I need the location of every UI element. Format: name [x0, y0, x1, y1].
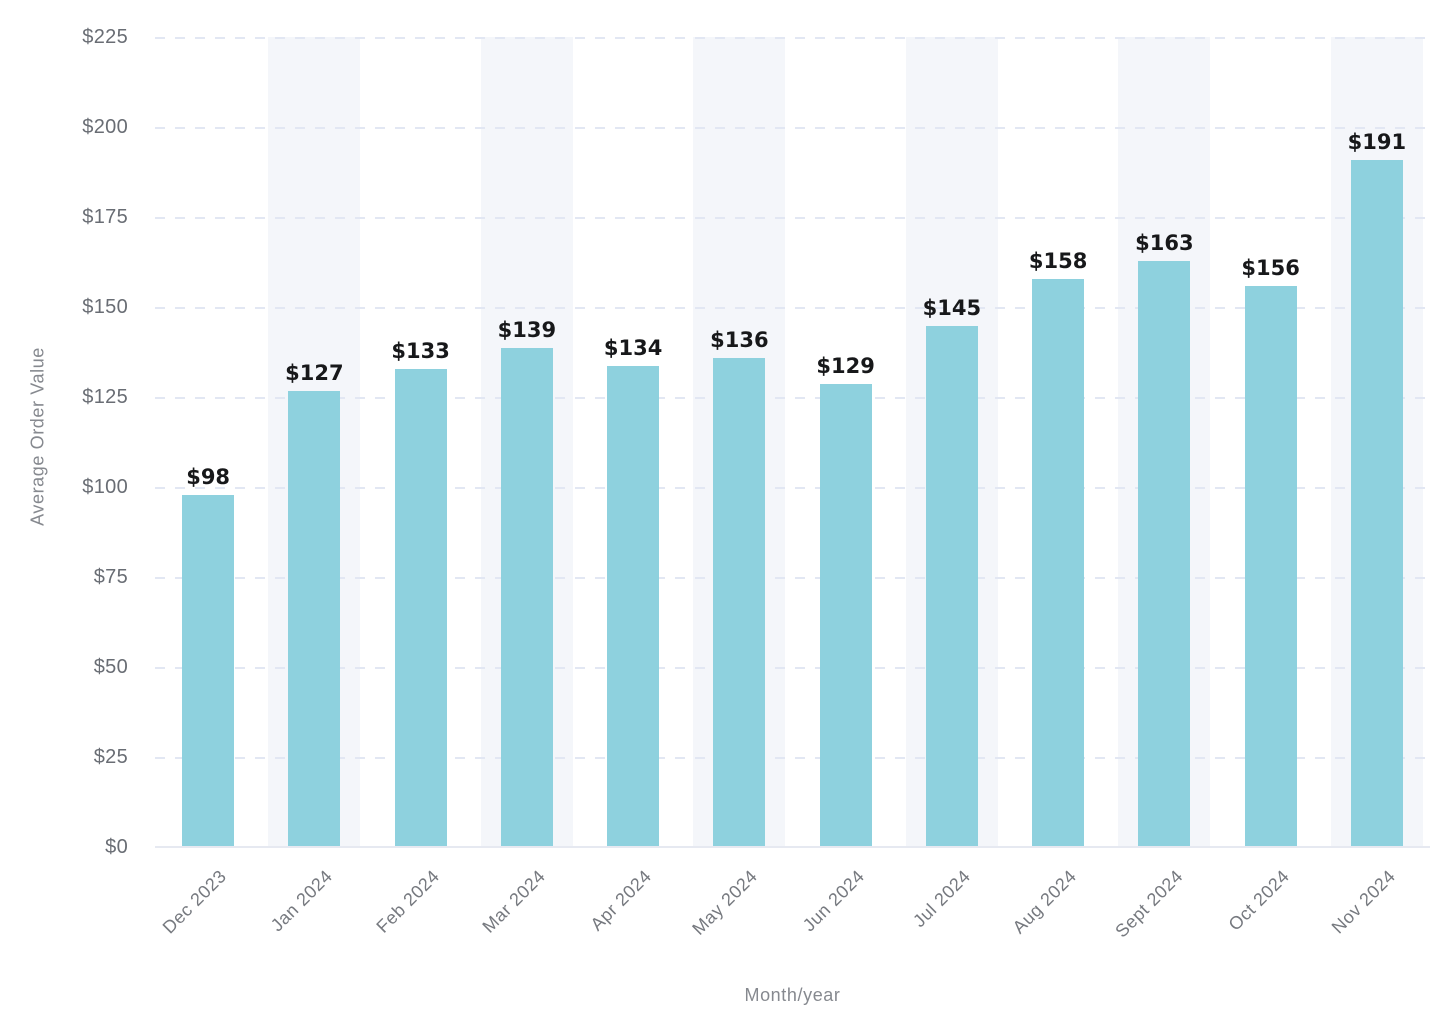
- bar-value-label: $163: [1135, 231, 1194, 256]
- x-tick-label-text: May 2024: [688, 866, 762, 939]
- y-tick-label: $225: [82, 26, 128, 48]
- x-tick-label-text: Jan 2024: [267, 866, 337, 936]
- bar-value-label: $129: [816, 353, 875, 378]
- x-tick-label-text: Apr 2024: [586, 866, 656, 935]
- x-tick-label-text: Sept 2024: [1111, 866, 1187, 942]
- x-tick-label-text: Nov 2024: [1327, 866, 1400, 938]
- bar-value-label: $133: [391, 339, 450, 364]
- gridline: [155, 307, 1430, 309]
- gridline: [155, 577, 1430, 579]
- bar-value-label: $158: [1028, 249, 1088, 274]
- bar-value-label: $145: [922, 296, 982, 320]
- y-tick-label: $125: [82, 386, 128, 408]
- bar: [713, 358, 766, 846]
- y-tick-label: $150: [82, 296, 128, 318]
- y-tick-label: $50: [93, 656, 128, 678]
- bar: [288, 390, 341, 846]
- gridline: [155, 487, 1430, 489]
- y-axis-tick-labels: $0 $25 $50 $75 $100 $125 $150 $175 $200 $225: [0, 0, 128, 1030]
- x-tick-label-text: Feb 2024: [372, 866, 443, 937]
- x-axis-line: [155, 846, 1430, 848]
- bar: [1350, 160, 1403, 846]
- x-tick-label-text: Dec 2023: [158, 866, 231, 938]
- bar: [394, 369, 447, 846]
- y-tick-label: $175: [82, 206, 128, 228]
- x-tick-label-text: Jul 2024: [908, 866, 975, 932]
- gridline: [155, 217, 1430, 219]
- bar: [1032, 279, 1085, 846]
- bar-value-label: $98: [186, 465, 231, 490]
- x-axis-tick-labels: Dec 2023 Jan 2024 Feb 2024 Mar 2024 Apr 2024…: [155, 0, 1430, 1030]
- x-tick-label-text: Oct 2024: [1224, 866, 1293, 935]
- x-tick-label-text: Jun 2024: [798, 866, 868, 936]
- plot-area: $98 $127 $133 $139 $134 $136 $129 $145 $158 $163 $…: [155, 37, 1430, 848]
- bar-value-label: $191: [1347, 130, 1407, 155]
- x-tick-label-text: Aug 2024: [1008, 866, 1081, 938]
- bar: [182, 495, 235, 846]
- bar: [607, 365, 660, 846]
- y-tick-label: $25: [93, 746, 128, 768]
- bar: [819, 383, 872, 846]
- gridline: [155, 37, 1430, 39]
- gridline: [155, 757, 1430, 759]
- y-tick-label: $200: [82, 116, 128, 138]
- y-tick-label: $0: [105, 836, 128, 858]
- bar: [1244, 286, 1297, 846]
- bar-value-label: $139: [497, 317, 557, 342]
- bar: [925, 326, 978, 846]
- bar: [1138, 261, 1191, 846]
- x-tick-label-text: Mar 2024: [478, 866, 550, 937]
- bar-value-label: $136: [710, 328, 769, 353]
- y-tick-label: $75: [93, 566, 128, 588]
- bar-value-label: $134: [603, 335, 663, 360]
- y-tick-label: $100: [82, 476, 128, 498]
- gridline: [155, 667, 1430, 669]
- bar-value-label: $127: [285, 360, 344, 385]
- bar: [500, 347, 553, 846]
- gridline: [155, 397, 1430, 399]
- bar-value-label: $156: [1241, 256, 1300, 281]
- x-axis-title: Month/year: [744, 985, 841, 1005]
- gridline: [155, 127, 1430, 129]
